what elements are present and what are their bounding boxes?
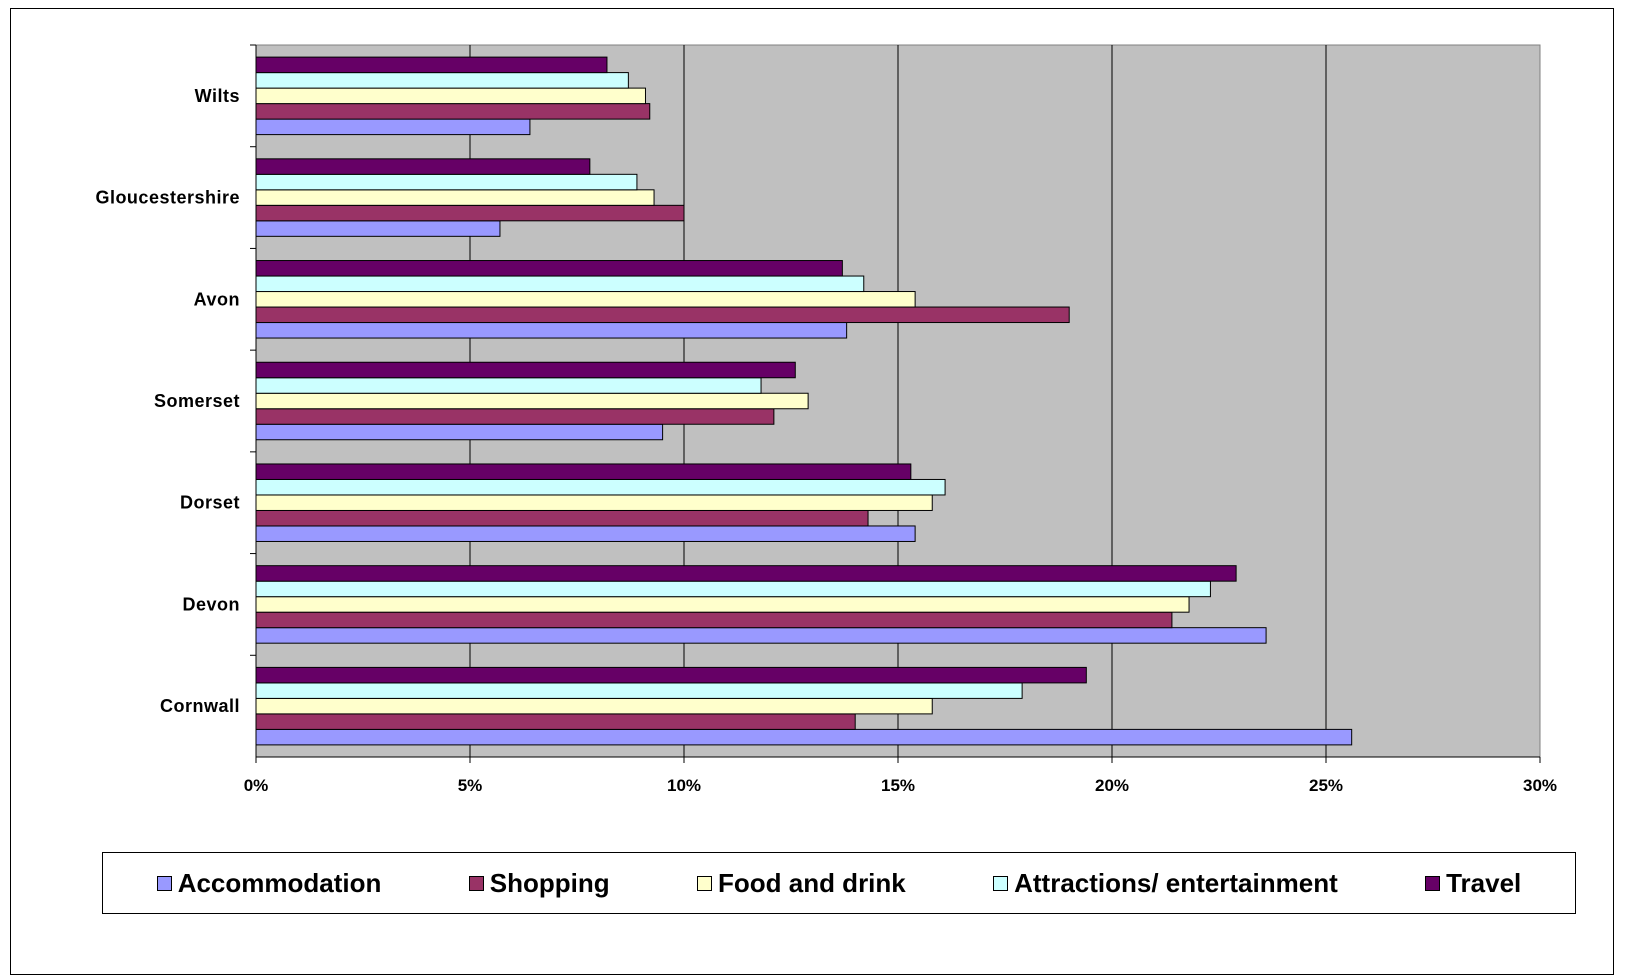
bar-accommodation-cornwall <box>255 728 1353 746</box>
bar-attractions-entertainment-dorset <box>255 478 946 496</box>
bar-food-and-drink-cornwall <box>255 697 933 715</box>
bar-food-and-drink-devon <box>255 596 1190 613</box>
category-label: Dorset <box>180 493 240 513</box>
x-tick-label: 15% <box>881 776 915 795</box>
bar-accommodation-devon <box>255 627 1267 644</box>
bar-travel-devon <box>255 565 1237 582</box>
bar-accommodation-dorset <box>255 525 916 542</box>
x-tick-label: 20% <box>1095 776 1129 795</box>
legend-item: Attractions/ entertainment <box>993 868 1338 899</box>
legend-item: Shopping <box>468 867 610 899</box>
x-tick-label: 5% <box>458 776 483 795</box>
bar-travel-somerset <box>255 361 796 379</box>
bar-travel-gloucestershire <box>255 158 591 175</box>
category-label: Gloucestershire <box>95 188 240 208</box>
bar-travel-dorset <box>255 463 912 480</box>
legend-swatch <box>156 875 172 891</box>
bar-shopping-wilts <box>255 103 651 120</box>
legend-label: Attractions/ entertainment <box>1014 867 1338 898</box>
bar-attractions-entertainment-devon <box>255 580 1211 598</box>
legend-swatch <box>468 875 484 891</box>
x-tick-label: 10% <box>667 776 701 795</box>
legend-label: Food and drink <box>717 867 906 898</box>
x-tick-label: 30% <box>1523 776 1557 795</box>
bar-shopping-dorset <box>255 509 869 527</box>
bar-food-and-drink-gloucestershire <box>255 189 655 206</box>
bar-travel-avon <box>255 260 843 277</box>
labels: 0% 5% 10% 15% 20% 25% 30% Cornwall Devon Dorset So… <box>95 86 1557 795</box>
category-label: Cornwall <box>160 696 240 716</box>
bar-food-and-drink-wilts <box>255 87 646 105</box>
legend-label: Shopping <box>489 867 610 898</box>
category-label: Somerset <box>154 391 240 411</box>
bar-food-and-drink-somerset <box>255 392 809 410</box>
bar-accommodation-somerset <box>255 423 664 441</box>
bar-travel-wilts <box>255 56 608 74</box>
bar-shopping-avon <box>255 306 1070 324</box>
bar-accommodation-avon <box>255 322 848 339</box>
legend-swatch <box>993 875 1009 891</box>
x-tick-label: 0% <box>244 776 269 795</box>
bar-shopping-cornwall <box>255 713 856 730</box>
bar-attractions-entertainment-somerset <box>255 377 762 394</box>
bar-attractions-entertainment-gloucestershire <box>255 173 638 191</box>
bar-shopping-gloucestershire <box>255 204 685 222</box>
bar-food-and-drink-dorset <box>255 494 933 511</box>
legend-item: Travel <box>1425 868 1521 899</box>
legend-label: Accommodation <box>177 867 382 898</box>
legend-swatch <box>1425 875 1441 891</box>
legend-item: Accommodation <box>156 867 382 899</box>
category-label: Avon <box>194 289 240 309</box>
category-label: Devon <box>182 594 240 614</box>
bar-shopping-somerset <box>255 408 775 425</box>
axes <box>250 44 1541 763</box>
bar-shopping-devon <box>255 611 1173 629</box>
bar-attractions-entertainment-cornwall <box>255 682 1023 699</box>
category-label: Wilts <box>195 86 240 106</box>
bar-attractions-entertainment-wilts <box>255 72 629 89</box>
legend-swatch <box>696 875 712 891</box>
bar-accommodation-wilts <box>255 118 531 136</box>
bar-accommodation-gloucestershire <box>255 220 501 237</box>
legend-label: Travel <box>1446 867 1522 898</box>
legend: Accommodation Shopping Food and drink Attra… <box>102 852 1576 914</box>
x-tick-label: 25% <box>1309 776 1343 795</box>
bar-attractions-entertainment-avon <box>255 275 865 293</box>
bars <box>255 56 1353 746</box>
bar-travel-cornwall <box>255 666 1087 684</box>
legend-item: Food and drink <box>696 867 906 899</box>
bar-food-and-drink-avon <box>255 291 916 308</box>
